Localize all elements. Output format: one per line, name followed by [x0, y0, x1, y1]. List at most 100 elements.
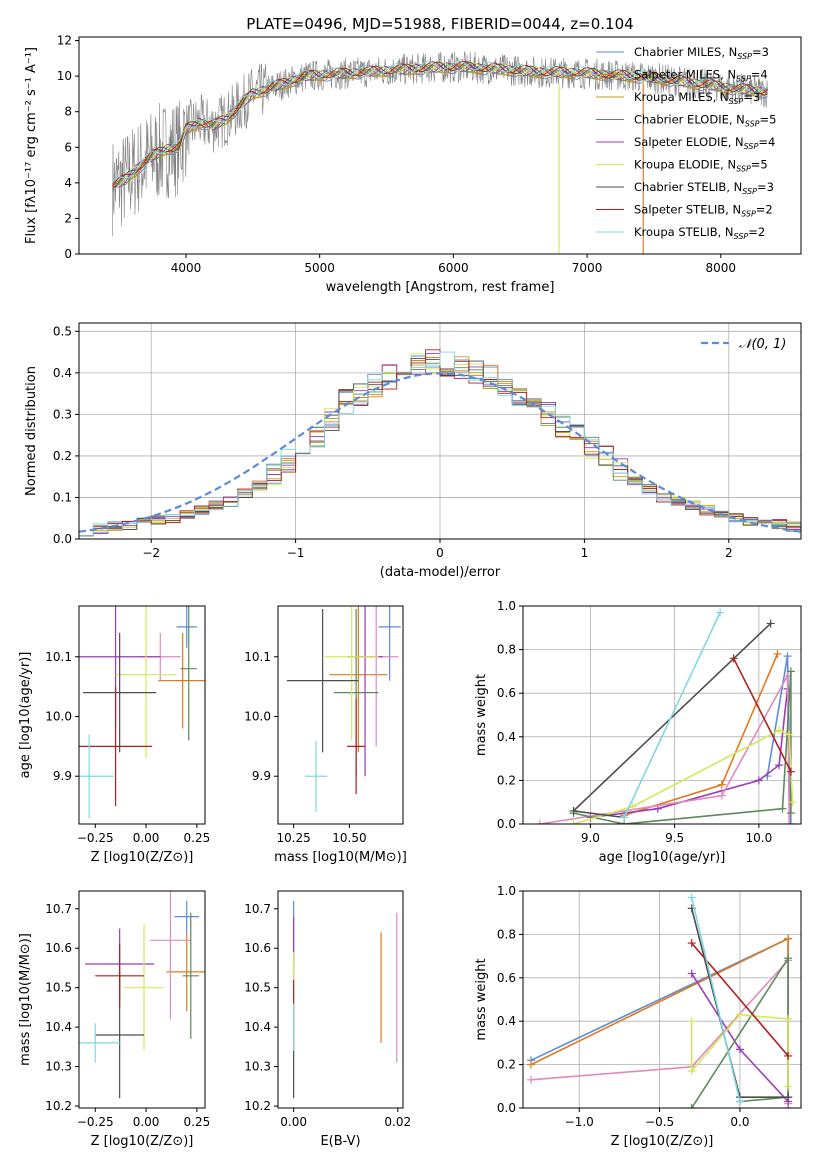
y-tick-label: 0.3	[53, 407, 72, 421]
normal-curve	[79, 372, 801, 533]
x-tick-label: 7000	[572, 261, 603, 275]
y-axis-label: Flux [fλ10⁻¹⁷ erg cm⁻² s⁻¹ A⁻¹]	[24, 47, 39, 244]
y-tick-label: 10.0	[244, 709, 271, 723]
x-tick-label: 6000	[438, 261, 469, 275]
y-tick-label: 0.2	[497, 773, 516, 787]
weight-marker	[717, 791, 726, 800]
y-tick-label: 10.1	[45, 650, 72, 664]
weight-marker	[784, 1051, 793, 1060]
y-tick-label: 10.6	[244, 941, 271, 955]
weight-marker	[786, 767, 795, 776]
weight-line	[691, 942, 789, 1057]
y-axis-label: mass weight	[474, 674, 489, 756]
y-axis-label: mass weight	[474, 958, 489, 1040]
x-axis-label: (data-model)/error	[380, 565, 501, 580]
y-tick-label: 0.4	[53, 366, 72, 380]
y-tick-label: 10.6	[45, 941, 72, 955]
y-tick-label: 9.9	[252, 769, 271, 783]
plot-area	[286, 606, 401, 813]
y-tick-label: 0.4	[497, 730, 516, 744]
weight-line	[690, 897, 741, 1102]
panel-z-mass: −0.25 0.00 0.25 10.2 10.3 10.4 10.5 10.6 10.7 Z […	[18, 890, 211, 1149]
y-tick-label: 0.0	[497, 1101, 516, 1115]
weight-marker	[687, 969, 696, 978]
plot-area	[112, 51, 768, 254]
weight-marker	[778, 804, 787, 813]
y-tick-label: 10.2	[45, 1099, 72, 1113]
weight-marker	[784, 954, 793, 963]
y-tick-label: 10.3	[244, 1060, 271, 1074]
weight-marker	[687, 939, 696, 948]
x-tick-label: −0.25	[77, 1115, 114, 1129]
x-tick-label: 0.00	[133, 1115, 160, 1129]
weight-marker	[773, 649, 782, 658]
weight-marker	[786, 667, 795, 676]
y-tick-label: 0.8	[497, 927, 516, 941]
weight-marker	[785, 730, 794, 739]
plot-area	[293, 900, 398, 1099]
weight-marker	[784, 1082, 793, 1091]
axes-frame	[78, 605, 206, 825]
weight-marker	[687, 1067, 696, 1076]
x-tick-label: 0.0	[730, 1115, 749, 1129]
y-tick-label: 0.1	[53, 490, 72, 504]
y-axis-label: mass [log10(M/M⊙)]	[18, 933, 33, 1066]
legend: Chabrier MILES, NSSP=3 Salpeter MILES, NS…	[596, 45, 776, 241]
y-tick-label: 10.2	[244, 1099, 271, 1113]
y-tick-label: 10.7	[244, 902, 271, 916]
y-tick-label: 0	[64, 247, 72, 261]
weight-marker	[569, 820, 578, 824]
page-title: PLATE=0496, MJD=51988, FIBERID=0044, z=0…	[246, 15, 633, 33]
panel-residuals: −2 −1 0 1 2 0.0 0.1 0.2 0.3 0.4 0.5 𝒩(0, 1) (data-mo…	[24, 322, 802, 580]
panel-z-weight: −1.0 −0.5 0.0 0.0 0.2 0.4 0.6 0.8 1.0 Z [log10(Z/…	[474, 884, 802, 1149]
y-tick-label: 10.4	[244, 1020, 271, 1034]
x-axis-label: Z [log10(Z/Z⊙)]	[611, 1134, 714, 1149]
y-axis-label: Normed distribution	[24, 366, 39, 496]
x-tick-label: −1	[287, 546, 305, 560]
x-tick-label: 8000	[706, 261, 737, 275]
panel-ebv-mass: 0.00 0.02 10.2 10.3 10.4 10.5 10.6 10.7 E(B-V)	[244, 890, 411, 1149]
histogram-step	[79, 355, 801, 537]
x-tick-label: 10.25	[276, 831, 310, 845]
model-line	[112, 60, 768, 182]
y-tick-label: 10.5	[244, 981, 271, 995]
y-tick-label: 1.0	[497, 599, 516, 613]
x-tick-label: 0.25	[184, 1115, 211, 1129]
x-tick-label: 9.0	[581, 831, 600, 845]
weight-marker	[620, 813, 629, 822]
y-tick-label: 10	[57, 69, 72, 83]
weight-marker	[735, 1045, 744, 1054]
weight-marker	[717, 780, 726, 789]
plot-area	[79, 349, 801, 537]
weight-marker	[784, 934, 793, 943]
axes-frame	[277, 605, 404, 825]
axes-frame	[277, 890, 404, 1109]
x-tick-label: 4000	[171, 261, 202, 275]
weight-marker	[687, 1104, 696, 1108]
x-tick-label: 0.02	[384, 1115, 411, 1129]
x-tick-label: −1.0	[565, 1115, 594, 1129]
weight-line	[571, 622, 772, 819]
weight-marker	[527, 1060, 536, 1069]
weight-marker	[783, 652, 792, 661]
weight-marker	[775, 726, 784, 735]
y-tick-label: 10.1	[244, 650, 271, 664]
weight-marker	[527, 1075, 536, 1084]
x-tick-label: 9.5	[665, 831, 684, 845]
panel-z-age: −0.25 0.00 0.25 9.9 10.0 10.1 Z [log10(Z/Z⊙)] a…	[18, 605, 210, 865]
weight-marker	[687, 1017, 696, 1026]
legend-label: Kroupa STELIB, NSSP=2	[634, 225, 765, 241]
x-tick-label: 5000	[304, 261, 335, 275]
x-tick-label: 0.00	[280, 1115, 307, 1129]
weight-line	[539, 672, 790, 824]
y-tick-label: 0.2	[53, 449, 72, 463]
x-tick-label: 2	[725, 546, 733, 560]
weight-marker	[775, 761, 784, 770]
y-tick-label: 12	[57, 34, 72, 48]
x-tick-label: 1	[581, 546, 589, 560]
weight-marker	[788, 798, 797, 807]
axes-frame	[78, 322, 802, 540]
model-line	[112, 62, 768, 186]
x-axis-label: age [log10(age/yr)]	[599, 850, 726, 865]
